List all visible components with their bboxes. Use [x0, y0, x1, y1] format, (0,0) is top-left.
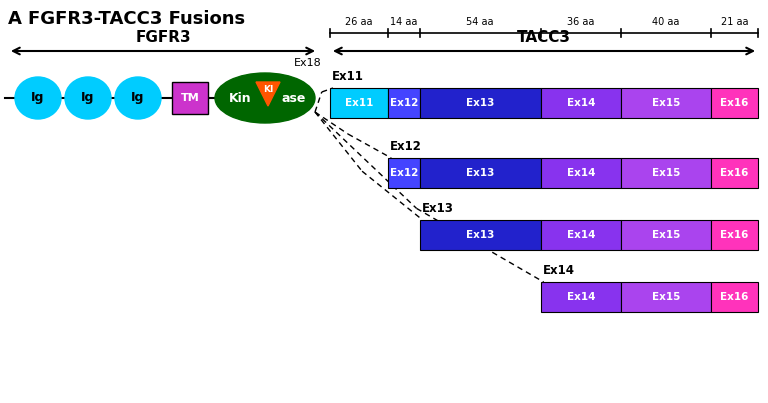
- Text: Ig: Ig: [131, 91, 144, 104]
- Text: FGFR3: FGFR3: [135, 30, 190, 45]
- Text: 21 aa: 21 aa: [720, 17, 748, 27]
- Text: Ex15: Ex15: [652, 292, 680, 302]
- FancyBboxPatch shape: [172, 82, 208, 114]
- Text: 54 aa: 54 aa: [466, 17, 494, 27]
- FancyBboxPatch shape: [621, 88, 711, 118]
- Text: Ex12: Ex12: [390, 168, 418, 178]
- Text: Ig: Ig: [81, 91, 94, 104]
- Text: FGFR3-TACC3 Fusions: FGFR3-TACC3 Fusions: [28, 10, 245, 28]
- Text: Ex11: Ex11: [332, 70, 364, 83]
- Ellipse shape: [15, 77, 61, 119]
- FancyBboxPatch shape: [711, 220, 758, 250]
- Ellipse shape: [215, 73, 315, 123]
- Text: A: A: [8, 10, 22, 28]
- Text: Ex12: Ex12: [390, 98, 418, 108]
- Ellipse shape: [115, 77, 161, 119]
- Text: Ex14: Ex14: [567, 292, 595, 302]
- Text: 26 aa: 26 aa: [346, 17, 373, 27]
- FancyBboxPatch shape: [711, 88, 758, 118]
- FancyBboxPatch shape: [389, 88, 419, 118]
- FancyBboxPatch shape: [419, 220, 541, 250]
- FancyBboxPatch shape: [541, 220, 621, 250]
- Text: Ex14: Ex14: [567, 98, 595, 108]
- Text: TACC3: TACC3: [517, 30, 571, 45]
- Text: Ex15: Ex15: [652, 230, 680, 240]
- FancyBboxPatch shape: [419, 88, 541, 118]
- FancyBboxPatch shape: [711, 158, 758, 188]
- Text: 40 aa: 40 aa: [653, 17, 680, 27]
- Text: 36 aa: 36 aa: [568, 17, 594, 27]
- Text: Ex13: Ex13: [422, 202, 454, 215]
- FancyBboxPatch shape: [621, 158, 711, 188]
- FancyBboxPatch shape: [621, 282, 711, 312]
- Text: Kin: Kin: [230, 91, 252, 104]
- Text: Ex14: Ex14: [567, 230, 595, 240]
- FancyBboxPatch shape: [389, 158, 419, 188]
- Text: Ex13: Ex13: [466, 98, 495, 108]
- Text: Ex12: Ex12: [390, 140, 422, 153]
- Text: Ex16: Ex16: [720, 98, 749, 108]
- Text: Ex15: Ex15: [652, 98, 680, 108]
- Text: Ex16: Ex16: [720, 168, 749, 178]
- FancyBboxPatch shape: [621, 220, 711, 250]
- Text: Ex18: Ex18: [294, 58, 322, 68]
- Polygon shape: [256, 82, 280, 106]
- Text: Ex13: Ex13: [466, 168, 495, 178]
- FancyBboxPatch shape: [419, 158, 541, 188]
- Ellipse shape: [65, 77, 111, 119]
- Text: Ex15: Ex15: [652, 168, 680, 178]
- Text: 14 aa: 14 aa: [390, 17, 418, 27]
- FancyBboxPatch shape: [541, 282, 621, 312]
- Text: Ex16: Ex16: [720, 292, 749, 302]
- Text: Ex14: Ex14: [543, 264, 574, 277]
- Text: TM: TM: [180, 93, 200, 103]
- FancyBboxPatch shape: [541, 158, 621, 188]
- Text: ase: ase: [282, 91, 306, 104]
- Text: Ex16: Ex16: [720, 230, 749, 240]
- Text: Ex11: Ex11: [345, 98, 373, 108]
- Text: KI: KI: [263, 85, 273, 94]
- Text: Ex13: Ex13: [466, 230, 495, 240]
- FancyBboxPatch shape: [330, 88, 389, 118]
- FancyBboxPatch shape: [711, 282, 758, 312]
- Text: Ig: Ig: [31, 91, 45, 104]
- Text: Ex14: Ex14: [567, 168, 595, 178]
- FancyBboxPatch shape: [541, 88, 621, 118]
